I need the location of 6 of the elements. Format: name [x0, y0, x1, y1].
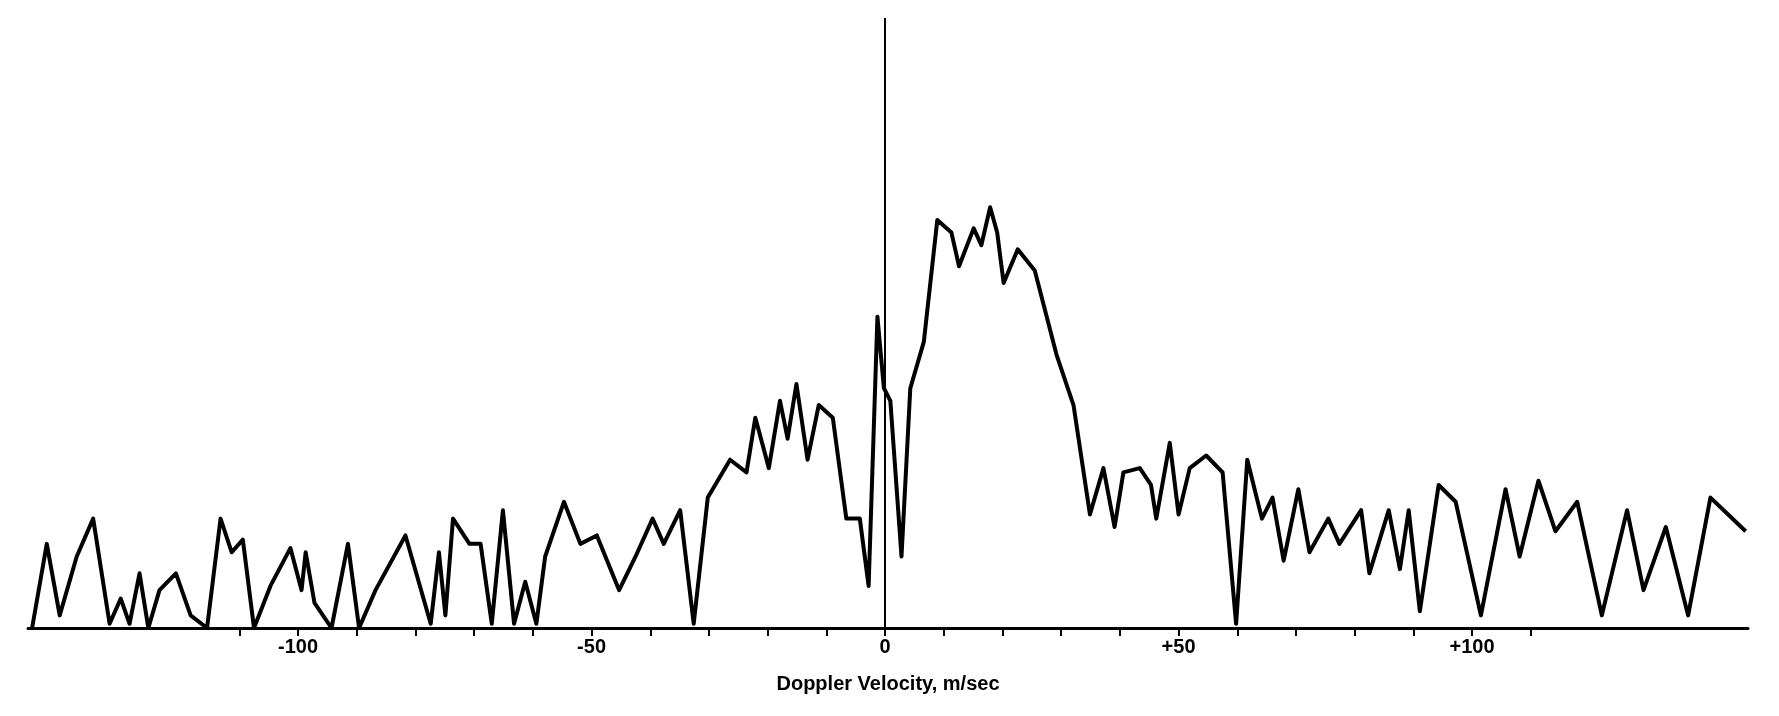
x-tick-label: -50	[577, 635, 606, 657]
x-tick-label: -100	[278, 635, 319, 657]
x-tick-label: +50	[1161, 635, 1196, 657]
x-tick-label: +100	[1449, 635, 1495, 657]
x-tick-label: 0	[879, 635, 891, 657]
x-axis-title: Doppler Velocity, m/sec	[776, 672, 1000, 694]
